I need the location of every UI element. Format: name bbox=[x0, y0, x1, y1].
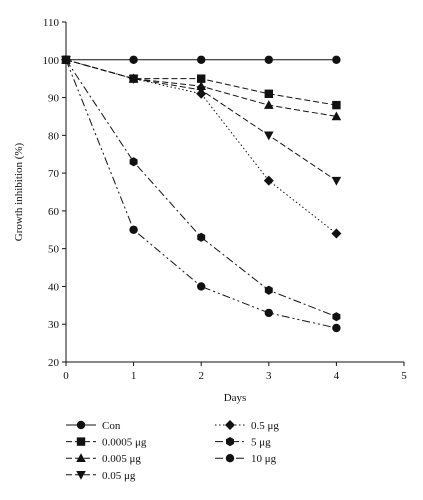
legend-label: Con bbox=[102, 420, 121, 432]
series-layer bbox=[61, 54, 342, 333]
data-point bbox=[129, 225, 138, 234]
y-tick-label: 110 bbox=[43, 17, 60, 29]
data-point bbox=[332, 312, 341, 322]
legend-item: 0.005 μg bbox=[66, 453, 141, 465]
y-tick-label: 90 bbox=[48, 93, 60, 105]
legend-label: 0.005 μg bbox=[102, 453, 141, 465]
x-tick-label: 2 bbox=[198, 370, 204, 382]
data-point bbox=[197, 232, 206, 242]
data-point bbox=[129, 157, 138, 167]
data-point bbox=[129, 55, 138, 64]
legend-label: 10 μg bbox=[251, 453, 277, 465]
data-point bbox=[197, 74, 206, 83]
legend-marker bbox=[225, 420, 235, 430]
y-tick-label: 30 bbox=[48, 319, 60, 331]
legend-label: 0.05 μg bbox=[102, 470, 136, 482]
data-point bbox=[264, 100, 274, 109]
data-point bbox=[332, 100, 341, 110]
legend-item: 0.0005 μg bbox=[66, 437, 147, 449]
y-tick-label: 20 bbox=[48, 357, 60, 369]
data-point bbox=[196, 88, 207, 99]
data-point bbox=[61, 55, 71, 64]
data-point bbox=[197, 55, 206, 64]
series-6 bbox=[61, 55, 341, 333]
x-tick-label: 0 bbox=[63, 370, 69, 382]
data-point bbox=[264, 89, 273, 98]
legend-item: 0.05 μg bbox=[66, 470, 136, 482]
legend-marker bbox=[76, 420, 86, 430]
legend-marker bbox=[226, 437, 234, 447]
series-line bbox=[65, 59, 337, 318]
x-tick-label: 3 bbox=[266, 370, 272, 382]
legend-item: 10 μg bbox=[215, 453, 277, 465]
data-point bbox=[264, 308, 273, 318]
legend-item: Con bbox=[66, 420, 121, 432]
data-point bbox=[332, 323, 341, 333]
legend-item: 0.5 μg bbox=[215, 420, 279, 432]
x-tick-label: 1 bbox=[131, 370, 137, 382]
legend: Con 0.0005 μg 0.005 μg 0.05 μg 0.5 μg 5 μg 10 … bbox=[66, 420, 279, 482]
legend-label: 5 μg bbox=[251, 437, 271, 449]
legend-marker bbox=[225, 454, 235, 463]
x-tick-label: 4 bbox=[334, 370, 340, 382]
legend-label: 0.5 μg bbox=[251, 420, 279, 432]
data-point bbox=[331, 111, 342, 121]
x-axis-label: Days bbox=[224, 392, 247, 404]
data-point bbox=[331, 176, 342, 186]
data-point bbox=[197, 282, 206, 291]
data-point bbox=[332, 55, 341, 64]
data-point bbox=[264, 285, 273, 295]
data-point bbox=[128, 73, 139, 84]
y-tick-label: 40 bbox=[48, 281, 60, 293]
data-point bbox=[264, 131, 274, 141]
legend-marker bbox=[76, 471, 86, 480]
x-tick-label: 5 bbox=[401, 370, 407, 382]
series-line bbox=[65, 59, 337, 329]
legend-marker bbox=[76, 453, 86, 462]
legend-label: 0.0005 μg bbox=[102, 437, 147, 449]
data-point bbox=[263, 175, 274, 186]
data-point bbox=[331, 228, 342, 239]
y-tick-label: 50 bbox=[48, 244, 60, 256]
y-tick-label: 100 bbox=[43, 55, 60, 67]
y-axis-label: Growth inhibition (%) bbox=[13, 142, 25, 241]
y-tick-label: 60 bbox=[48, 206, 60, 218]
y-tick-label: 70 bbox=[48, 168, 60, 180]
series-0 bbox=[61, 55, 341, 64]
data-point bbox=[264, 55, 273, 64]
axes: 20 30 40 50 60 70 80 90 100 110 0 1 2 3 4 5 Days Growth i… bbox=[13, 17, 407, 404]
legend-item: 5 μg bbox=[215, 437, 271, 449]
y-tick-label: 80 bbox=[48, 130, 60, 142]
legend-marker bbox=[76, 437, 86, 446]
